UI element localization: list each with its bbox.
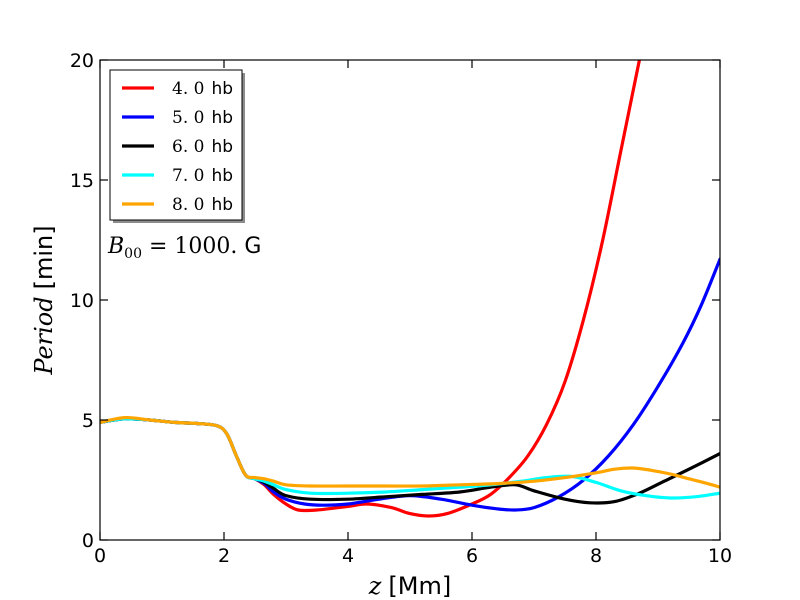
x-axis-label: z [Mm] <box>368 572 451 600</box>
field-strength-annotation: B00 = 1000. G <box>107 234 261 262</box>
legend-label: 5. 0 hb <box>172 108 233 128</box>
series-line-5 <box>100 415 720 489</box>
x-tick-label: 10 <box>708 545 732 567</box>
y-tick-label: 10 <box>70 290 94 312</box>
y-axis-label: Period[min] <box>30 225 58 375</box>
y-tick-label: 15 <box>70 170 94 192</box>
x-tick-label: 4 <box>342 545 354 567</box>
plot-frame <box>99 59 721 541</box>
y-tick-label: 5 <box>82 410 94 432</box>
legend: 4. 0 hb 5. 0 hb 6. 0 hb 7. 0 hb 8. 0 hb <box>109 69 245 223</box>
legend-entry-1: 4. 0 hb <box>122 79 233 99</box>
series-layer <box>100 60 720 518</box>
legend-entry-4: 7. 0 hb <box>122 166 233 186</box>
legend-label: 8. 0 hb <box>172 195 233 215</box>
x-tick-label: 8 <box>590 545 602 567</box>
legend-label: 4. 0 hb <box>172 79 233 99</box>
legend-entry-5: 8. 0 hb <box>122 195 233 215</box>
x-tick-label: 2 <box>218 545 230 567</box>
y-tick-label: 20 <box>70 50 94 72</box>
legend-entry-3: 6. 0 hb <box>122 137 233 157</box>
legend-entry-2: 5. 0 hb <box>122 108 233 128</box>
legend-label: 6. 0 hb <box>172 137 233 157</box>
legend-label: 7. 0 hb <box>172 166 233 186</box>
x-tick-label: 6 <box>466 545 478 567</box>
tick-label-layer: 0 2 4 6 8 10 0 5 10 15 20 <box>70 50 732 567</box>
x-tick-label: 0 <box>94 545 106 567</box>
legend-entries: 4. 0 hb 5. 0 hb 6. 0 hb 7. 0 hb 8. 0 hb <box>122 79 233 215</box>
y-tick-label: 0 <box>82 530 94 552</box>
